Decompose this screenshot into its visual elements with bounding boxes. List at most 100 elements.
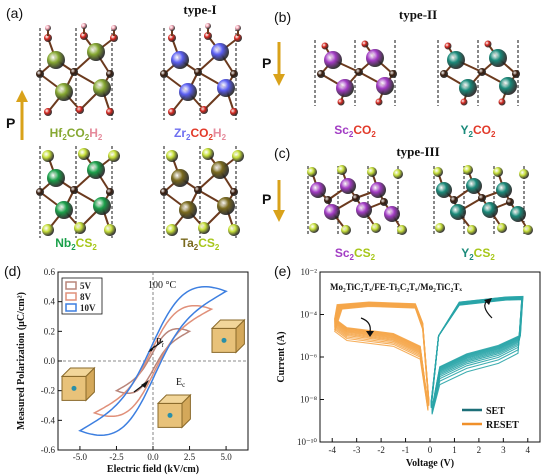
legend-swatch [65,303,77,312]
carbon-atom [478,68,486,76]
hydrogen-atom [81,23,87,29]
y-tick-label: 0.2 [44,326,55,336]
anion-atom [42,224,54,236]
anion-atom [104,224,116,236]
panel-c-title: type-III [396,144,439,159]
panel-b-title: type-II [399,7,437,22]
x-tick-label: -1 [402,445,410,455]
oxygen-atom [337,98,345,106]
structure-hf2co2h2 [36,23,118,120]
anion-atom [198,222,210,234]
y-axis-title: Current (A) [276,331,287,382]
metal-atom [211,161,229,179]
carbon-atom [440,70,448,78]
metal-atom [450,204,466,220]
carbon-atom [450,196,458,204]
panel-c: (c) type-III P Sc2CS2 Y2CS2 [262,144,533,262]
metal-atom [376,77,394,95]
y-tick-label: 0.6 [44,267,56,277]
unit-cell-icon [210,318,246,354]
oxygen-atom [361,40,369,48]
sulfur-atom [367,167,377,177]
sulfur-atom [523,225,533,235]
sulfur-atom [309,223,319,233]
carbon-atom [389,70,397,78]
structure-zr2co2h2 [160,23,242,120]
structure-nb2cs2 [36,146,120,238]
y-tick-label: 10⁻² [301,267,318,277]
metal-atom [324,204,340,220]
sweep-arrow [360,317,371,333]
anion-atom [204,32,212,40]
cube-side [181,393,191,429]
anion-atom [78,148,90,160]
legend-swatch [65,281,77,290]
metal-atom [336,79,354,97]
formula-sc2cs2: Sc2CS2 [335,246,376,262]
arrow-head-icon [148,345,155,352]
y-tick-label: 0.0 [44,356,56,366]
carbon-atom [512,70,520,78]
reset-curve [334,301,430,405]
cube-side [235,318,245,354]
carbon-atom [230,70,238,78]
anion-atom [42,150,54,162]
anion-atom [110,34,118,42]
sulfur-atom [337,165,347,175]
metal-atom [171,51,189,69]
polarization-arrow-up-icon [16,90,28,140]
anion-atom [234,34,242,42]
metal-atom [179,83,197,101]
arrow-head-icon [141,380,149,388]
sulfur-atom [519,169,529,179]
metal-atom [370,182,386,198]
carbon-atom [230,188,238,196]
carbon-atom [70,186,78,194]
unit-cell-icon [60,366,96,402]
anion-atom [230,108,238,116]
x-tick-label: -2 [377,445,385,455]
unit-cell-icon [156,393,192,429]
cube-atom [167,412,173,418]
carbon-atom [324,196,332,204]
hydrogen-atom [111,25,117,31]
reset-curve [334,305,430,411]
legend-label: 8V [80,292,92,302]
polarization-label-c: P [262,191,271,207]
polarization-label-a: P [6,115,15,131]
metal-atom [510,206,526,222]
carbon-atom [355,68,363,76]
x-axis-title: Electric field (kV/cm) [107,464,199,475]
x-tick-label: 2 [477,445,482,455]
metal-atom [211,43,229,61]
metal-atom [340,178,356,194]
carbon-atom [194,186,202,194]
metal-atom [55,83,73,101]
carbon-atom [380,198,388,206]
x-tick-label: 0.0 [147,452,159,462]
formula-ta2cs2: Ta2CS2 [181,236,220,252]
metal-atom [310,182,326,198]
hydrogen-atom [205,23,211,29]
reset-curve [334,303,430,408]
metal-atom [459,79,477,97]
x-tick-label: -4 [328,445,336,455]
metal-atom [482,202,498,218]
metal-atom [47,169,65,187]
temperature-label: 100 °C [148,280,176,291]
formula-y2co2: Y2CO2 [461,123,496,139]
reset-curve [334,302,430,406]
carbon-atom [194,68,202,76]
pr-label: Pr [156,337,165,349]
ec-label: Ec [176,377,185,389]
carbon-atom [36,188,44,196]
x-tick-label: -3 [353,445,361,455]
set-curve [430,296,524,409]
panel-d: (d) -5.0 -2.5 0.0 2.5 5.0 -0.6 -0.4 -0.2 0.0 0.2 0… [4,263,249,475]
y-tick-label: -0.2 [41,386,55,396]
anion-atom [76,106,84,114]
oxygen-atom [484,40,492,48]
metal-atom [55,201,73,219]
carbon-atom [160,188,168,196]
reset-curve [334,305,430,410]
